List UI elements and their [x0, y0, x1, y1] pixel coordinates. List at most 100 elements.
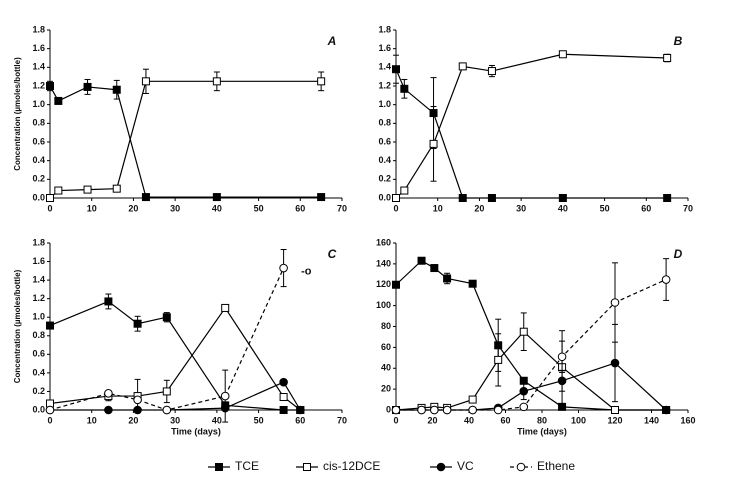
x-tick-label: 10 [87, 415, 97, 425]
marker [295, 405, 305, 415]
marker [417, 256, 426, 265]
x-tick-label: 10 [433, 203, 443, 213]
x-tick-label: 80 [537, 415, 547, 425]
marker [133, 395, 142, 405]
y-axis-label: Concentration (µmoles/bottle) [13, 269, 22, 383]
y-tick-label: 1.4 [378, 62, 391, 72]
marker [392, 194, 400, 202]
marker [162, 405, 172, 415]
marker [162, 313, 171, 322]
marker [45, 405, 55, 415]
marker [442, 405, 452, 415]
y-tick-label: 1.0 [32, 99, 45, 109]
marker [104, 389, 113, 398]
x-tick-label: 140 [644, 415, 659, 425]
x-tick-label: 0 [47, 203, 52, 213]
annotation: -o [301, 265, 312, 277]
y-tick-label: 0.2 [32, 386, 45, 396]
marker [46, 321, 54, 330]
y-tick-label: 0.6 [32, 136, 45, 146]
marker [112, 85, 121, 94]
series-line [49, 300, 301, 411]
marker [610, 298, 620, 307]
x-tick-label: 20 [427, 415, 437, 425]
marker [54, 186, 63, 195]
x-axis-label: Time (days) [517, 426, 567, 436]
y-tick-label: 0.2 [378, 174, 391, 184]
legend-label: VC [457, 459, 474, 473]
marker [519, 327, 528, 336]
marker [661, 405, 671, 415]
marker [162, 387, 171, 396]
y-tick-label: 100 [376, 300, 391, 310]
marker [661, 275, 671, 284]
marker [557, 376, 567, 386]
x-tick-label: 0 [393, 203, 398, 213]
marker [558, 50, 567, 59]
y-tick-label: 0.2 [32, 174, 45, 184]
x-tick-label: 10 [87, 203, 97, 213]
y-tick-label: 0.4 [378, 155, 391, 165]
y-tick-label: 0.6 [32, 349, 45, 359]
marker [221, 303, 230, 312]
panel-title: C [328, 247, 337, 261]
marker [133, 319, 142, 328]
x-tick-label: 20 [128, 203, 138, 213]
x-tick-label: 60 [295, 203, 305, 213]
series-line [395, 53, 668, 199]
marker [392, 65, 400, 74]
x-tick-label: 20 [474, 203, 484, 213]
marker [279, 263, 288, 273]
marker [104, 405, 113, 415]
x-tick-label: 60 [500, 415, 510, 425]
marker [458, 194, 467, 202]
series-line [395, 68, 668, 199]
y-tick-label: 1.8 [32, 24, 45, 34]
x-tick-label: 0 [47, 415, 52, 425]
marker [46, 194, 54, 202]
y-tick-label: 1.8 [32, 237, 45, 247]
y-tick-label: 160 [376, 237, 391, 247]
marker [279, 406, 288, 414]
legend-label: Ethene [537, 459, 575, 473]
series-line [49, 306, 301, 411]
y-tick-label: 0.8 [32, 118, 45, 128]
y-tick-label: 140 [376, 258, 391, 268]
x-tick-label: 100 [571, 415, 586, 425]
marker [317, 193, 326, 202]
marker [430, 264, 439, 273]
y-tick-label: 0 [386, 404, 391, 414]
x-tick-label: 30 [170, 415, 180, 425]
legend-marker [215, 463, 223, 471]
marker [468, 395, 477, 404]
marker [400, 186, 409, 195]
y-tick-label: 80 [381, 321, 391, 331]
marker [610, 358, 620, 368]
marker [494, 355, 503, 364]
x-tick-label: 70 [337, 415, 347, 425]
legend-marker [436, 462, 446, 472]
marker [493, 405, 503, 415]
marker [141, 77, 150, 86]
panel-title: D [674, 247, 683, 261]
x-tick-label: 30 [516, 203, 526, 213]
marker [487, 67, 496, 76]
y-tick-label: 0.0 [32, 404, 45, 414]
x-tick-label: 30 [170, 203, 180, 213]
marker [83, 185, 92, 194]
y-tick-label: 0.4 [32, 367, 45, 377]
legend-label: cis-12DCE [323, 459, 380, 473]
x-axis-label: Time (days) [171, 426, 221, 436]
y-axis-label: Concentration (µmoles/bottle) [13, 57, 22, 171]
legend-marker [516, 462, 526, 472]
series-line [395, 260, 667, 411]
marker [317, 77, 326, 86]
marker [391, 405, 401, 415]
marker [279, 393, 288, 402]
x-tick-label: 50 [254, 415, 264, 425]
y-tick-label: 60 [381, 342, 391, 352]
y-tick-label: 1.2 [32, 293, 45, 303]
marker [663, 194, 672, 202]
y-tick-label: 1.6 [32, 43, 45, 53]
